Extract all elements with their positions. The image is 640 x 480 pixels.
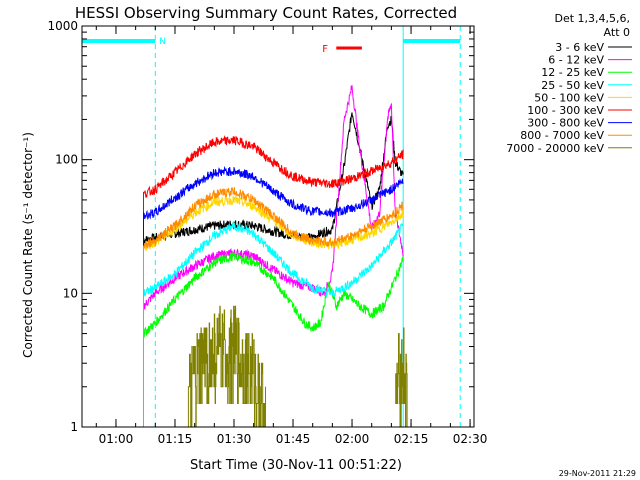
series-line-1	[143, 112, 404, 427]
x-tick-label: 01:15	[158, 432, 193, 446]
flare-marker-label: F	[322, 44, 328, 55]
axes: 1 10 100 1000 01:00 01:15 01:30 01:45 02:00 02:15…	[47, 19, 487, 446]
y-axis-label: Corrected Count Rate (s⁻¹ detector⁻¹)	[21, 132, 35, 358]
legend-entry-4: 25 - 50 keV	[541, 79, 604, 92]
series-line-4	[143, 221, 404, 427]
series-line-9-part-2	[395, 327, 408, 428]
x-tick-label: 02:00	[335, 432, 370, 446]
series-line-7	[143, 165, 404, 427]
legend-entry-8: 800 - 7000 keV	[520, 129, 604, 142]
legend-entry-3: 12 - 25 keV	[541, 66, 604, 79]
footer-timestamp: 29-Nov-2011 21:29	[559, 469, 636, 478]
night-marker-label: N	[159, 37, 166, 47]
legend-entry-9: 7000 - 20000 keV	[506, 142, 604, 155]
y-tick-label: 1000	[47, 19, 78, 33]
legend-entry-6: 100 - 300 keV	[527, 104, 604, 117]
series-line-6	[143, 134, 404, 427]
y-tick-label: 1	[70, 420, 78, 434]
series-line-9-part-1	[186, 305, 266, 428]
series-line-3	[143, 251, 404, 427]
x-tick-label: 02:30	[453, 432, 488, 446]
chart-title: HESSI Observing Summary Count Rates, Cor…	[75, 4, 457, 22]
y-tick-label: 100	[55, 153, 78, 167]
legend-title-line-1: Det 1,3,4,5,6,	[554, 12, 630, 25]
legend-entry-5: 50 - 100 keV	[534, 91, 604, 104]
x-tick-label: 01:45	[276, 432, 311, 446]
x-tick-label: 01:00	[99, 432, 134, 446]
x-tick-label: 02:15	[394, 432, 429, 446]
series-lines	[143, 85, 408, 428]
series-line-2	[143, 85, 404, 427]
legend-entry-7: 300 - 800 keV	[527, 117, 604, 130]
legend-title-line-2: Att 0	[604, 26, 630, 39]
legend-entry-1: 3 - 6 keV	[555, 41, 604, 54]
legend-entry-2: 6 - 12 keV	[548, 54, 604, 67]
plot-frame	[81, 25, 475, 428]
x-tick-label: 01:30	[217, 432, 252, 446]
x-axis-label: Start Time (30-Nov-11 00:51:22)	[190, 458, 402, 473]
series-line-8	[143, 187, 404, 427]
y-tick-label: 10	[63, 286, 78, 300]
